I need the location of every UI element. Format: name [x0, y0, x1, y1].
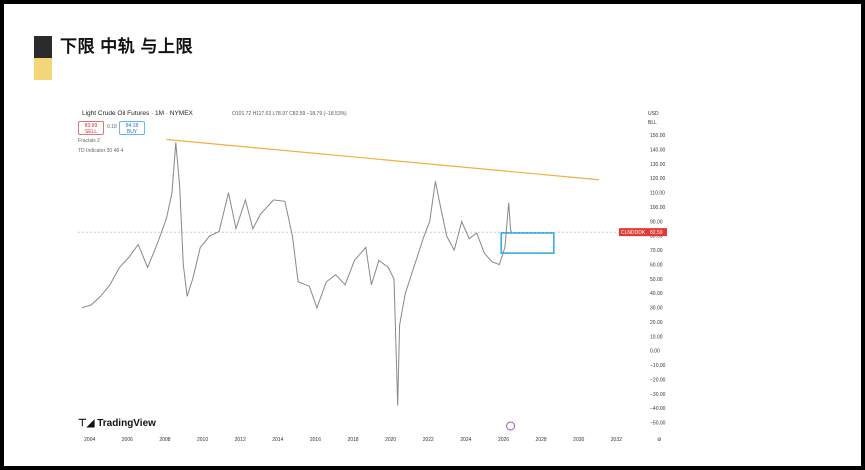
chart-screenshot: Light Crude Oil Futures · 1M · NYMEX O10… — [72, 104, 669, 446]
upper-trendline — [166, 138, 600, 181]
x-tick-label: 2012 — [235, 437, 246, 443]
x-tick-label: 2004 — [84, 437, 95, 443]
y-tick-label: 40.00 — [650, 291, 663, 297]
y-tick-label: 80.00 — [650, 234, 663, 240]
y-tick-label: 20.00 — [650, 320, 663, 326]
y-tick-label: 70.00 — [650, 248, 663, 254]
y-tick-label: 10.00 — [650, 334, 663, 340]
sell-button[interactable]: 83.99 SELL — [78, 121, 104, 135]
buy-price: 84.18 — [125, 123, 139, 129]
slide: 下限 中轨 与上限 Light Crude Oil Futures · 1M ·… — [4, 4, 861, 466]
x-tick-label: 2028 — [536, 437, 547, 443]
price-tag-value — [649, 228, 667, 237]
y-tick-label: 130.00 — [650, 162, 666, 168]
y-tick-label: 0.00 — [650, 349, 660, 355]
unit-label: BLL — [648, 120, 657, 126]
y-tick-label: 60.00 — [650, 262, 663, 268]
buy-button[interactable]: 84.18 BUY — [119, 121, 145, 135]
x-tick-label: 2030 — [573, 437, 584, 443]
slide-title: 下限 中轨 与上限 — [60, 37, 193, 56]
x-tick-label: 2010 — [197, 437, 208, 443]
y-tick-label: −10.00 — [650, 363, 666, 369]
indicator-td[interactable]: TD Indicator 30 48 4 — [78, 148, 124, 154]
price-series-line — [81, 142, 512, 406]
y-tick-label: −50.00 — [650, 421, 666, 427]
sell-label: SELL — [84, 129, 98, 135]
tradingview-wordmark: TradingView — [97, 418, 156, 429]
x-tick-label: 2020 — [385, 437, 396, 443]
price-tag-value-text: 82.59 — [650, 230, 663, 236]
x-tick-label: 2026 — [498, 437, 509, 443]
event-marker-icon[interactable] — [506, 421, 516, 431]
buy-label: BUY — [126, 129, 138, 135]
instrument-title: Light Crude Oil Futures · 1M · NYMEX — [82, 110, 194, 117]
x-tick-label: 2024 — [460, 437, 471, 443]
price-chart: Light Crude Oil Futures · 1M · NYMEX O10… — [72, 104, 669, 446]
currency-label: USD — [648, 111, 659, 117]
price-tag-label — [619, 228, 649, 237]
y-tick-label: −20.00 — [650, 377, 666, 383]
x-tick-label: 2032 — [611, 437, 622, 443]
y-tick-label: 30.00 — [650, 306, 663, 312]
x-tick-label: 2008 — [159, 437, 170, 443]
ohlc-readout: O101.72 H117.63 L78.97 C82.59 −18.79 (−1… — [232, 111, 347, 117]
y-tick-label: 120.00 — [650, 176, 666, 182]
x-tick-label: 2016 — [310, 437, 321, 443]
settings-gear-icon[interactable]: ⚙ — [657, 437, 662, 443]
tradingview-logo: ⊤◢ TradingView — [78, 418, 156, 429]
indicator-fractals[interactable]: Fractals 2 — [78, 138, 100, 144]
title-accent-dark — [34, 36, 52, 58]
y-tick-label: −30.00 — [650, 392, 666, 398]
y-tick-label: 110.00 — [650, 191, 665, 197]
title-accent-gold — [34, 58, 52, 80]
y-tick-label: 100.00 — [650, 205, 666, 211]
target-range-box — [500, 232, 555, 254]
x-tick-label: 2018 — [347, 437, 358, 443]
tradingview-mark-icon: ⊤◢ — [78, 418, 98, 429]
price-tag-label-text: CLNDDDK — [621, 230, 646, 236]
spread-value: 0.18 — [107, 124, 117, 130]
y-tick-label: 90.00 — [650, 219, 663, 225]
y-tick-label: 150.00 — [650, 133, 666, 139]
y-tick-label: 50.00 — [650, 277, 663, 283]
x-tick-label: 2014 — [272, 437, 283, 443]
y-tick-label: −40.00 — [650, 406, 666, 412]
x-tick-label: 2006 — [122, 437, 133, 443]
x-tick-label: 2022 — [423, 437, 434, 443]
y-tick-label: 140.00 — [650, 147, 666, 153]
sell-price: 83.99 — [84, 123, 98, 129]
